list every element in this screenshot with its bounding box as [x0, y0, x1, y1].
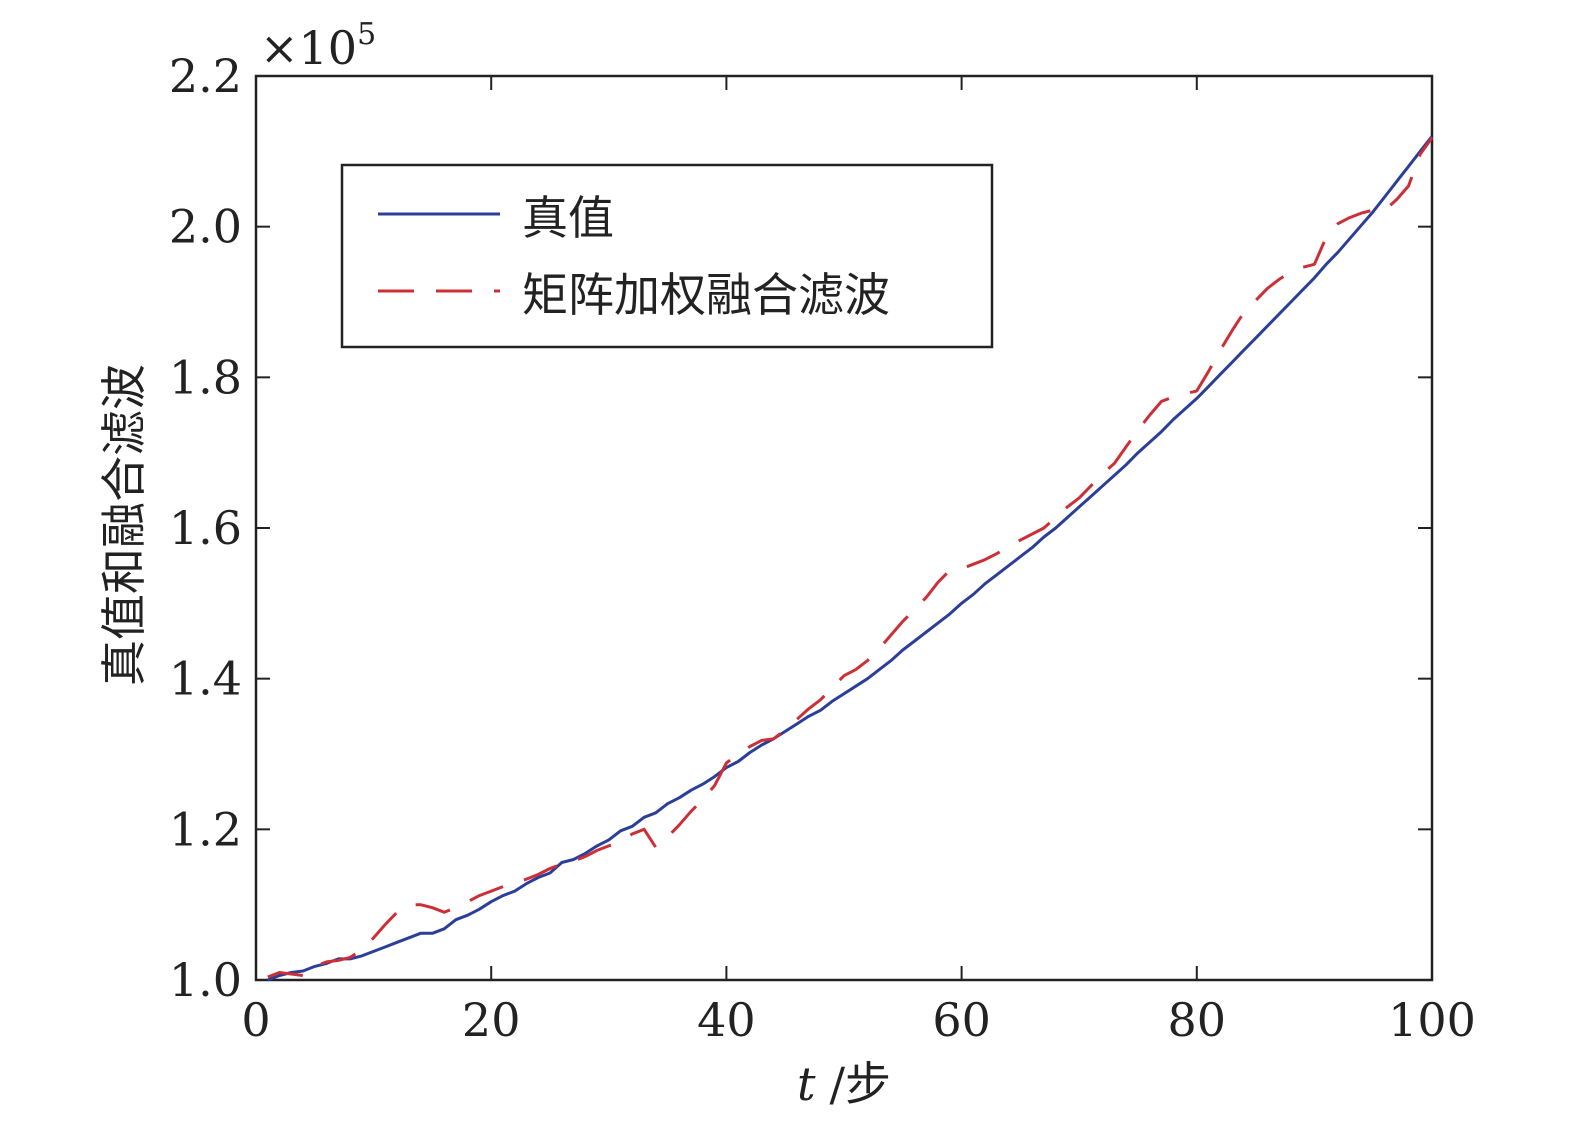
x-tick-label: 0 — [241, 993, 270, 1047]
x-tick-label: 60 — [932, 993, 991, 1047]
series-line-true-value — [267, 135, 1434, 982]
x-tick-label: 40 — [697, 993, 756, 1047]
y-tick-label: 2.0 — [169, 200, 242, 254]
x-tick-label: 20 — [462, 993, 521, 1047]
legend: 真值 矩阵加权融合滤波 — [340, 163, 994, 349]
y-tick-label: 2.2 — [169, 49, 242, 103]
series-line-fusion-filter — [267, 136, 1434, 979]
x-axis-variable: t — [797, 1057, 816, 1111]
y-tick-label: 1.0 — [169, 953, 242, 1007]
y-multiplier-base: ×10 — [260, 21, 357, 75]
x-tick-label: 80 — [1168, 993, 1227, 1047]
x-axis-title: t/步 — [797, 1057, 891, 1111]
y-multiplier-exponent: 5 — [357, 17, 376, 52]
y-tick-label: 1.4 — [169, 652, 242, 706]
legend-label-true-value: 真值 — [522, 191, 614, 245]
y-tick-label: 1.2 — [169, 802, 242, 856]
x-tick-label: 100 — [1388, 993, 1476, 1047]
y-tick-label: 1.8 — [169, 350, 242, 404]
y-multiplier-label: ×105 — [260, 17, 376, 75]
y-axis-title: 真值和融合滤波 — [97, 364, 151, 686]
legend-label-fusion-filter: 矩阵加权融合滤波 — [522, 268, 890, 322]
y-tick-label: 1.6 — [169, 501, 242, 555]
legend-box — [340, 163, 994, 349]
plot-area: 0 20 40 60 80 100 1.0 1.2 1.4 1.6 1.8 2.0 2.2 — [169, 49, 1476, 1047]
x-axis-unit: /步 — [830, 1057, 892, 1111]
